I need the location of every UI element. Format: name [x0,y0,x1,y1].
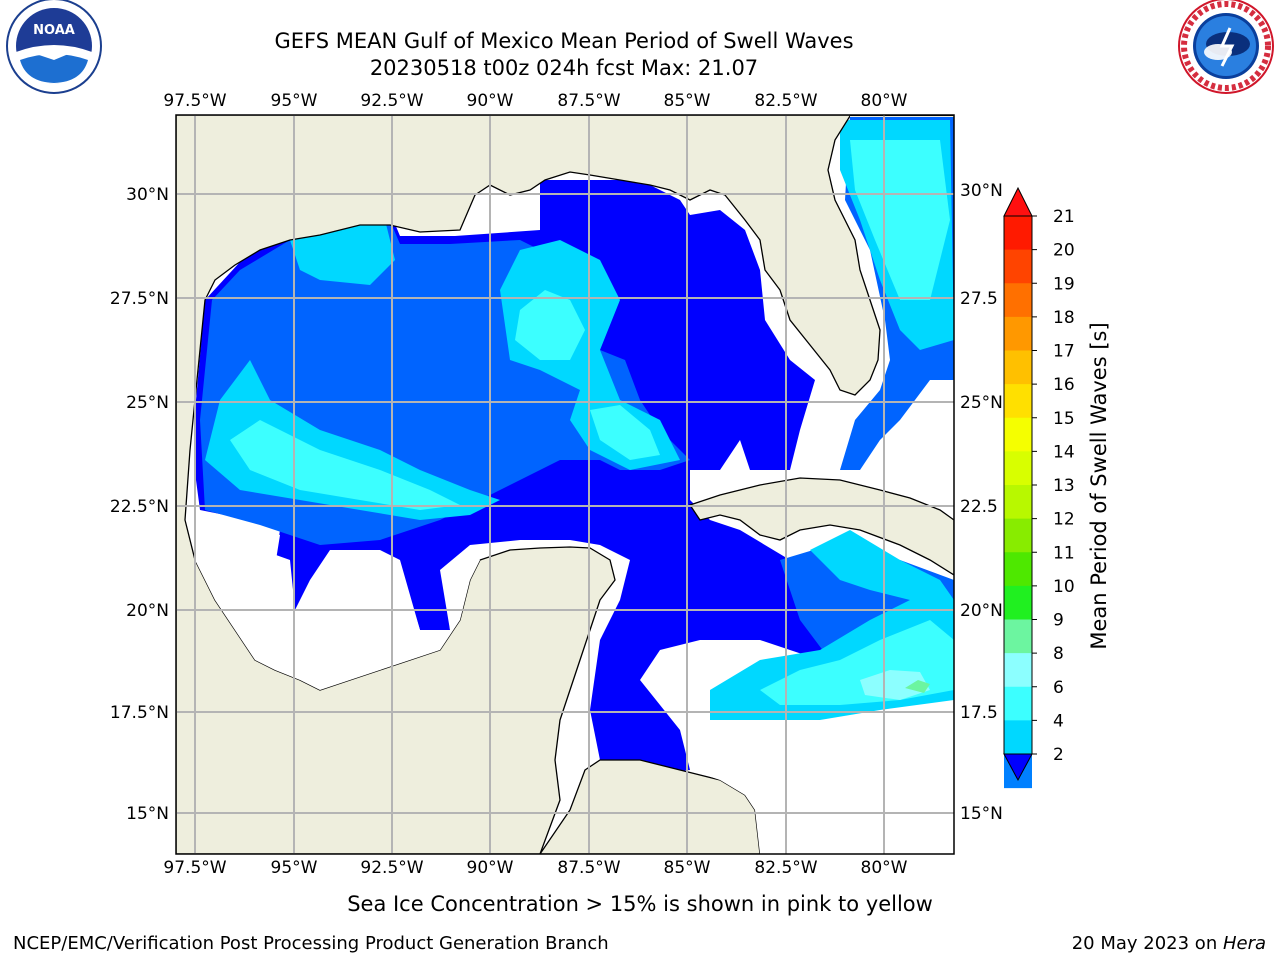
credit-text: NCEP/EMC/Verification Post Processing Pr… [13,933,609,954]
swell-field-9s-caribbean [860,670,930,700]
lat-label: 22.5 [960,497,998,517]
lon-label: 80°W [861,91,908,111]
colorbar-tick-label: 19 [1053,274,1075,294]
lat-label: 15°N [126,804,169,824]
swell-field-10s-caribbean [905,680,930,693]
colorbar-segment [1004,552,1032,587]
land-florida [850,116,954,117]
colorbar-label: Mean Period of Swell Waves [s] [1087,322,1111,649]
run-date: 20 May 2023 on Hera [1072,933,1266,954]
map-frame [175,114,955,855]
colorbar-segment [1004,417,1032,452]
lat-label: 15°N [960,804,1003,824]
colorbar-tick-label: 4 [1053,711,1064,731]
colorbar-segment [1004,585,1032,620]
lon-label: 90°W [467,91,514,111]
colorbar-tick-label: 11 [1053,543,1075,563]
lat-label: 30°N [960,181,1003,201]
machine-name: Hera [1222,933,1266,954]
graticule [176,115,954,854]
lon-label: 95°W [271,858,318,878]
colorbar-under-triangle [1003,753,1033,782]
colorbar-tick-label: 8 [1053,644,1064,664]
lon-label: 90°W [467,858,514,878]
lon-label: 87.5°W [557,91,620,111]
lon-labels-bottom: 97.5°W 95°W 92.5°W 90°W 87.5°W 85°W 82.5… [163,858,907,878]
swell-field-8s-central [515,290,585,360]
swell-field-8s-central2 [590,405,660,460]
colorbar-tick-label: 13 [1053,476,1075,496]
map-area [176,115,954,854]
colorbar-segment [1004,653,1032,688]
lat-label: 25°N [960,393,1003,413]
colorbar-segment [1004,518,1032,553]
lon-label: 92.5°W [360,91,423,111]
colorbar-segment [1004,485,1032,520]
colorbar-segment [1004,451,1032,486]
lon-labels-top: 97.5°W 95°W 92.5°W 90°W 87.5°W 85°W 82.5… [163,91,907,111]
noaa-logo: NOAA [6,0,102,94]
lon-label: 87.5°W [557,858,620,878]
colorbar-tick-label: 12 [1053,510,1075,530]
lon-label: 97.5°W [163,858,226,878]
sea-ice-caption: Sea Ice Concentration > 15% is shown in … [0,892,1280,916]
colorbar-segment [1004,619,1032,654]
lat-label: 27.5 [960,289,998,309]
figure-title: GEFS MEAN Gulf of Mexico Mean Period of … [274,29,854,53]
colorbar-tick-label: 20 [1053,241,1075,261]
lat-labels-right: 30°N 27.5 25°N 22.5 20°N 17.5 15°N [960,181,1003,824]
lat-label: 17.5°N [110,703,169,723]
no-data-carib-west [690,705,954,854]
noaa-logo-text: NOAA [33,23,75,38]
lat-labels-left: 30°N 27.5°N 25°N 22.5°N 20°N 17.5°N 15°N [110,185,169,824]
colorbar-tick-label: 15 [1053,409,1075,429]
lon-label: 85°W [664,858,711,878]
swell-field-6s-carib-north [810,530,954,600]
run-date-text: 20 May 2023 on [1071,933,1223,954]
lon-label: 80°W [861,858,908,878]
colorbar-tick-label: 2 [1053,745,1064,765]
national-weather-service-logo [1178,0,1274,94]
lon-label: 82.5°W [754,91,817,111]
lon-label: 97.5°W [163,91,226,111]
colorbar-segment [1004,249,1032,284]
land-us-mexico-west [176,115,954,854]
lat-label: 20°N [126,601,169,621]
colorbar-segment [1004,686,1032,721]
colorbar-segment [1004,720,1032,755]
colorbar-tick-label: 9 [1053,611,1064,631]
land-cuba [688,477,954,576]
lat-label: 30°N [126,185,169,205]
colorbar-segment [1004,350,1032,385]
lat-label: 25°N [126,393,169,413]
colorbar-over-triangle [1003,186,1033,217]
colorbar-segment [1004,384,1032,419]
lon-label: 85°W [664,91,711,111]
colorbar-segment [1004,316,1032,351]
colorbar-tick-label: 21 [1053,207,1075,227]
lat-label: 22.5°N [110,497,169,517]
colorbar-tick-label: 16 [1053,375,1075,395]
colorbar-tick-label: 10 [1053,577,1075,597]
colorbar [1003,215,1033,789]
colorbar-segment [1004,216,1032,251]
colorbar-segment [1004,283,1032,318]
colorbar-tick-label: 18 [1053,308,1075,328]
lon-label: 95°W [271,91,318,111]
lat-label: 20°N [960,601,1003,621]
lon-label: 92.5°W [360,858,423,878]
colorbar-tick-label: 17 [1053,342,1075,362]
swell-field-8s-east [850,140,950,300]
figure-subtitle: 20230518 t00z 024h fcst Max: 21.07 [369,56,759,80]
swell-field-8s [230,420,460,510]
colorbar-tick-label: 6 [1053,678,1064,698]
lat-label: 27.5°N [110,289,169,309]
colorbar-ticks: 21 20 19 18 17 16 15 14 13 12 11 10 9 8 6 4 2 [1032,207,1075,765]
lat-label: 17.5 [960,703,998,723]
no-data-bay-of-campeche [195,515,480,690]
lon-label: 82.5°W [754,858,817,878]
colorbar-tick-label: 14 [1053,442,1075,462]
sea-ice-caption-text: Sea Ice Concentration > 15% is shown in … [347,892,933,916]
